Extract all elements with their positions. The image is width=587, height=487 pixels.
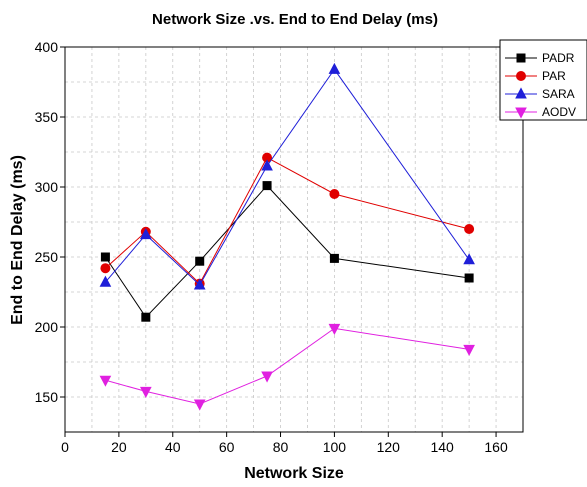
x-tick-label: 100 (323, 439, 347, 455)
data-point-par (464, 224, 475, 234)
x-tick-label: 120 (377, 439, 401, 455)
data-point-aodv (261, 371, 273, 383)
x-tick-label: 140 (430, 439, 454, 455)
x-tick-label: 160 (484, 439, 508, 455)
legend-box (499, 39, 587, 121)
series-group (99, 62, 475, 411)
legend-item-padr: PADR (505, 51, 575, 65)
series-sara (99, 62, 475, 290)
chart-title: Network Size .vs. End to End Delay (ms) (152, 11, 438, 28)
data-point-par (100, 263, 111, 274)
data-point-sara (463, 253, 475, 265)
data-point-aodv (463, 344, 475, 356)
series-line-sara (105, 68, 470, 286)
series-line-par (105, 156, 470, 285)
data-point-padr (329, 253, 339, 263)
x-tick-label: 60 (219, 439, 235, 455)
legend-marker-padr (516, 53, 526, 63)
data-point-aodv (328, 323, 341, 335)
legend: PADR PAR SARA AODV (499, 39, 587, 121)
data-point-sara (99, 275, 112, 287)
y-tick-label: 200 (35, 319, 59, 335)
data-point-sara (328, 62, 341, 74)
x-tick-label: 80 (273, 439, 289, 455)
series-aodv (99, 323, 475, 411)
legend-label-par: PAR (542, 69, 566, 83)
data-point-aodv (99, 375, 112, 387)
data-point-padr (195, 256, 205, 266)
y-tick-label: 400 (35, 39, 59, 55)
y-tick-label: 150 (35, 389, 59, 405)
legend-marker-sara (515, 87, 527, 99)
data-point-padr (464, 273, 474, 283)
x-axis-label: Network Size (244, 465, 344, 482)
plot-frame (64, 46, 524, 433)
grid (65, 46, 523, 433)
y-tick-label: 300 (35, 179, 59, 195)
legend-label-sara: SARA (542, 87, 575, 101)
legend-marker-aodv (515, 107, 527, 119)
data-point-aodv (193, 399, 206, 411)
data-point-par (329, 189, 340, 199)
y-tick-label: 250 (35, 249, 59, 265)
legend-item-sara: SARA (505, 87, 575, 101)
legend-item-par: PAR (505, 69, 566, 83)
data-point-sara (193, 278, 206, 290)
axis-ticks: 0 20 40 60 80 100 120 140 160 150 200 250 300 350 400 (35, 39, 508, 455)
series-line-padr (104, 184, 470, 318)
x-tick-label: 40 (165, 439, 181, 455)
x-tick-label: 0 (61, 439, 69, 455)
series-padr (100, 181, 474, 322)
legend-marker-par (516, 71, 526, 81)
legend-label-aodv: AODV (542, 105, 576, 119)
series-line-aodv (105, 327, 470, 405)
y-axis-label: End to End Delay (ms) (9, 155, 26, 325)
data-point-padr (262, 181, 272, 191)
legend-item-aodv: AODV (505, 105, 576, 119)
data-point-padr (100, 252, 110, 262)
data-point-aodv (139, 386, 152, 398)
series-par (100, 152, 475, 289)
data-point-padr (141, 312, 151, 322)
data-point-sara (261, 159, 273, 171)
data-point-sara (139, 228, 152, 240)
x-tick-label: 20 (111, 439, 127, 455)
y-tick-label: 350 (35, 109, 59, 125)
legend-label-padr: PADR (542, 51, 575, 65)
